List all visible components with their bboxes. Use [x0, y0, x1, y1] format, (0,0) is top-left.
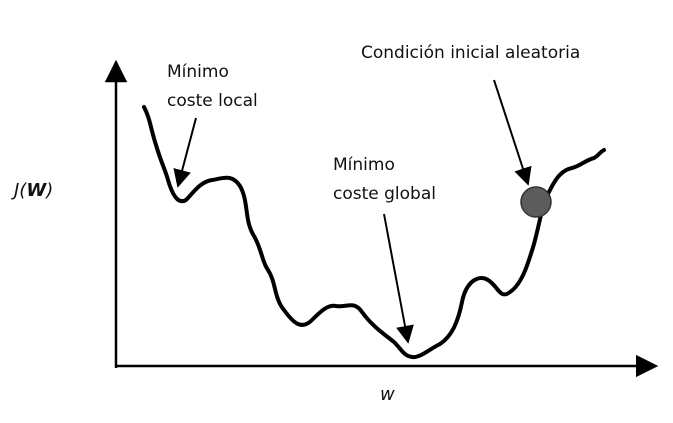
local-min-arrow	[173, 117, 197, 188]
global-min-label-line2: coste global	[333, 184, 436, 204]
initial-condition-arrow	[493, 79, 532, 186]
global-min-label-line1: Mínimo	[333, 155, 395, 175]
y-axis-label: J(W)	[11, 180, 53, 201]
initial-condition-label: Condición inicial aleatoria	[361, 43, 580, 63]
x-axis-label: w	[380, 384, 395, 405]
initial-condition-ball	[520, 186, 552, 218]
cost-curve	[142, 105, 606, 360]
local-min-label-line1: Mínimo	[167, 62, 229, 82]
y-axis-label-bold: W	[26, 180, 47, 201]
y-axis-label-suffix: )	[44, 180, 53, 201]
y-axis-label-prefix: J(	[11, 180, 27, 201]
local-min-label-line2: coste local	[167, 91, 258, 111]
global-min-arrow	[383, 213, 414, 344]
